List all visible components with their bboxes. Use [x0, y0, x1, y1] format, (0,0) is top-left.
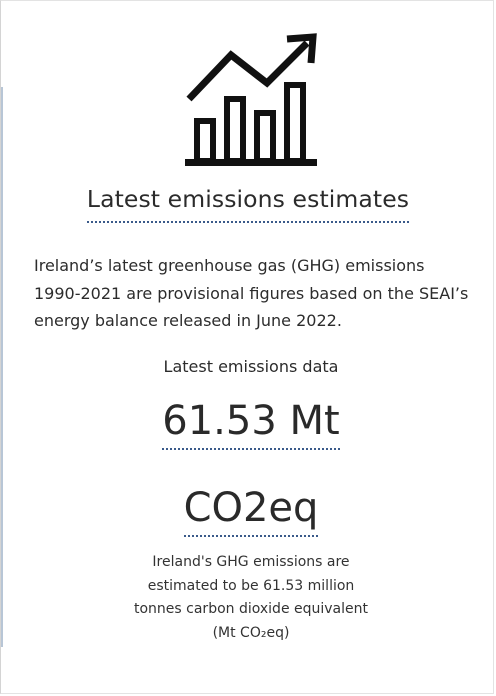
caption-line: (Mt CO₂eq)	[1, 622, 496, 646]
emissions-amount: 61.53 Mt	[162, 398, 339, 450]
caption-line: estimated to be 61.53 million	[1, 575, 496, 599]
emissions-unit-text: CO2eq	[184, 485, 319, 537]
panel-heading-text: Latest emissions estimates	[87, 185, 409, 223]
panel-heading: Latest emissions estimates	[1, 185, 495, 223]
emissions-unit: CO2eq	[1, 485, 496, 537]
intro-text: Ireland’s latest greenhouse gas (GHG) em…	[34, 252, 474, 335]
caption-line: Ireland's GHG emissions are	[1, 551, 496, 575]
bar-chart-trend-up-icon	[183, 33, 319, 167]
caption-line: tonnes carbon dioxide equivalent	[1, 598, 496, 622]
data-label: Latest emissions data	[1, 357, 496, 376]
emissions-value: 61.53 Mt	[1, 398, 496, 450]
emissions-caption: Ireland's GHG emissions are estimated to…	[1, 551, 496, 645]
